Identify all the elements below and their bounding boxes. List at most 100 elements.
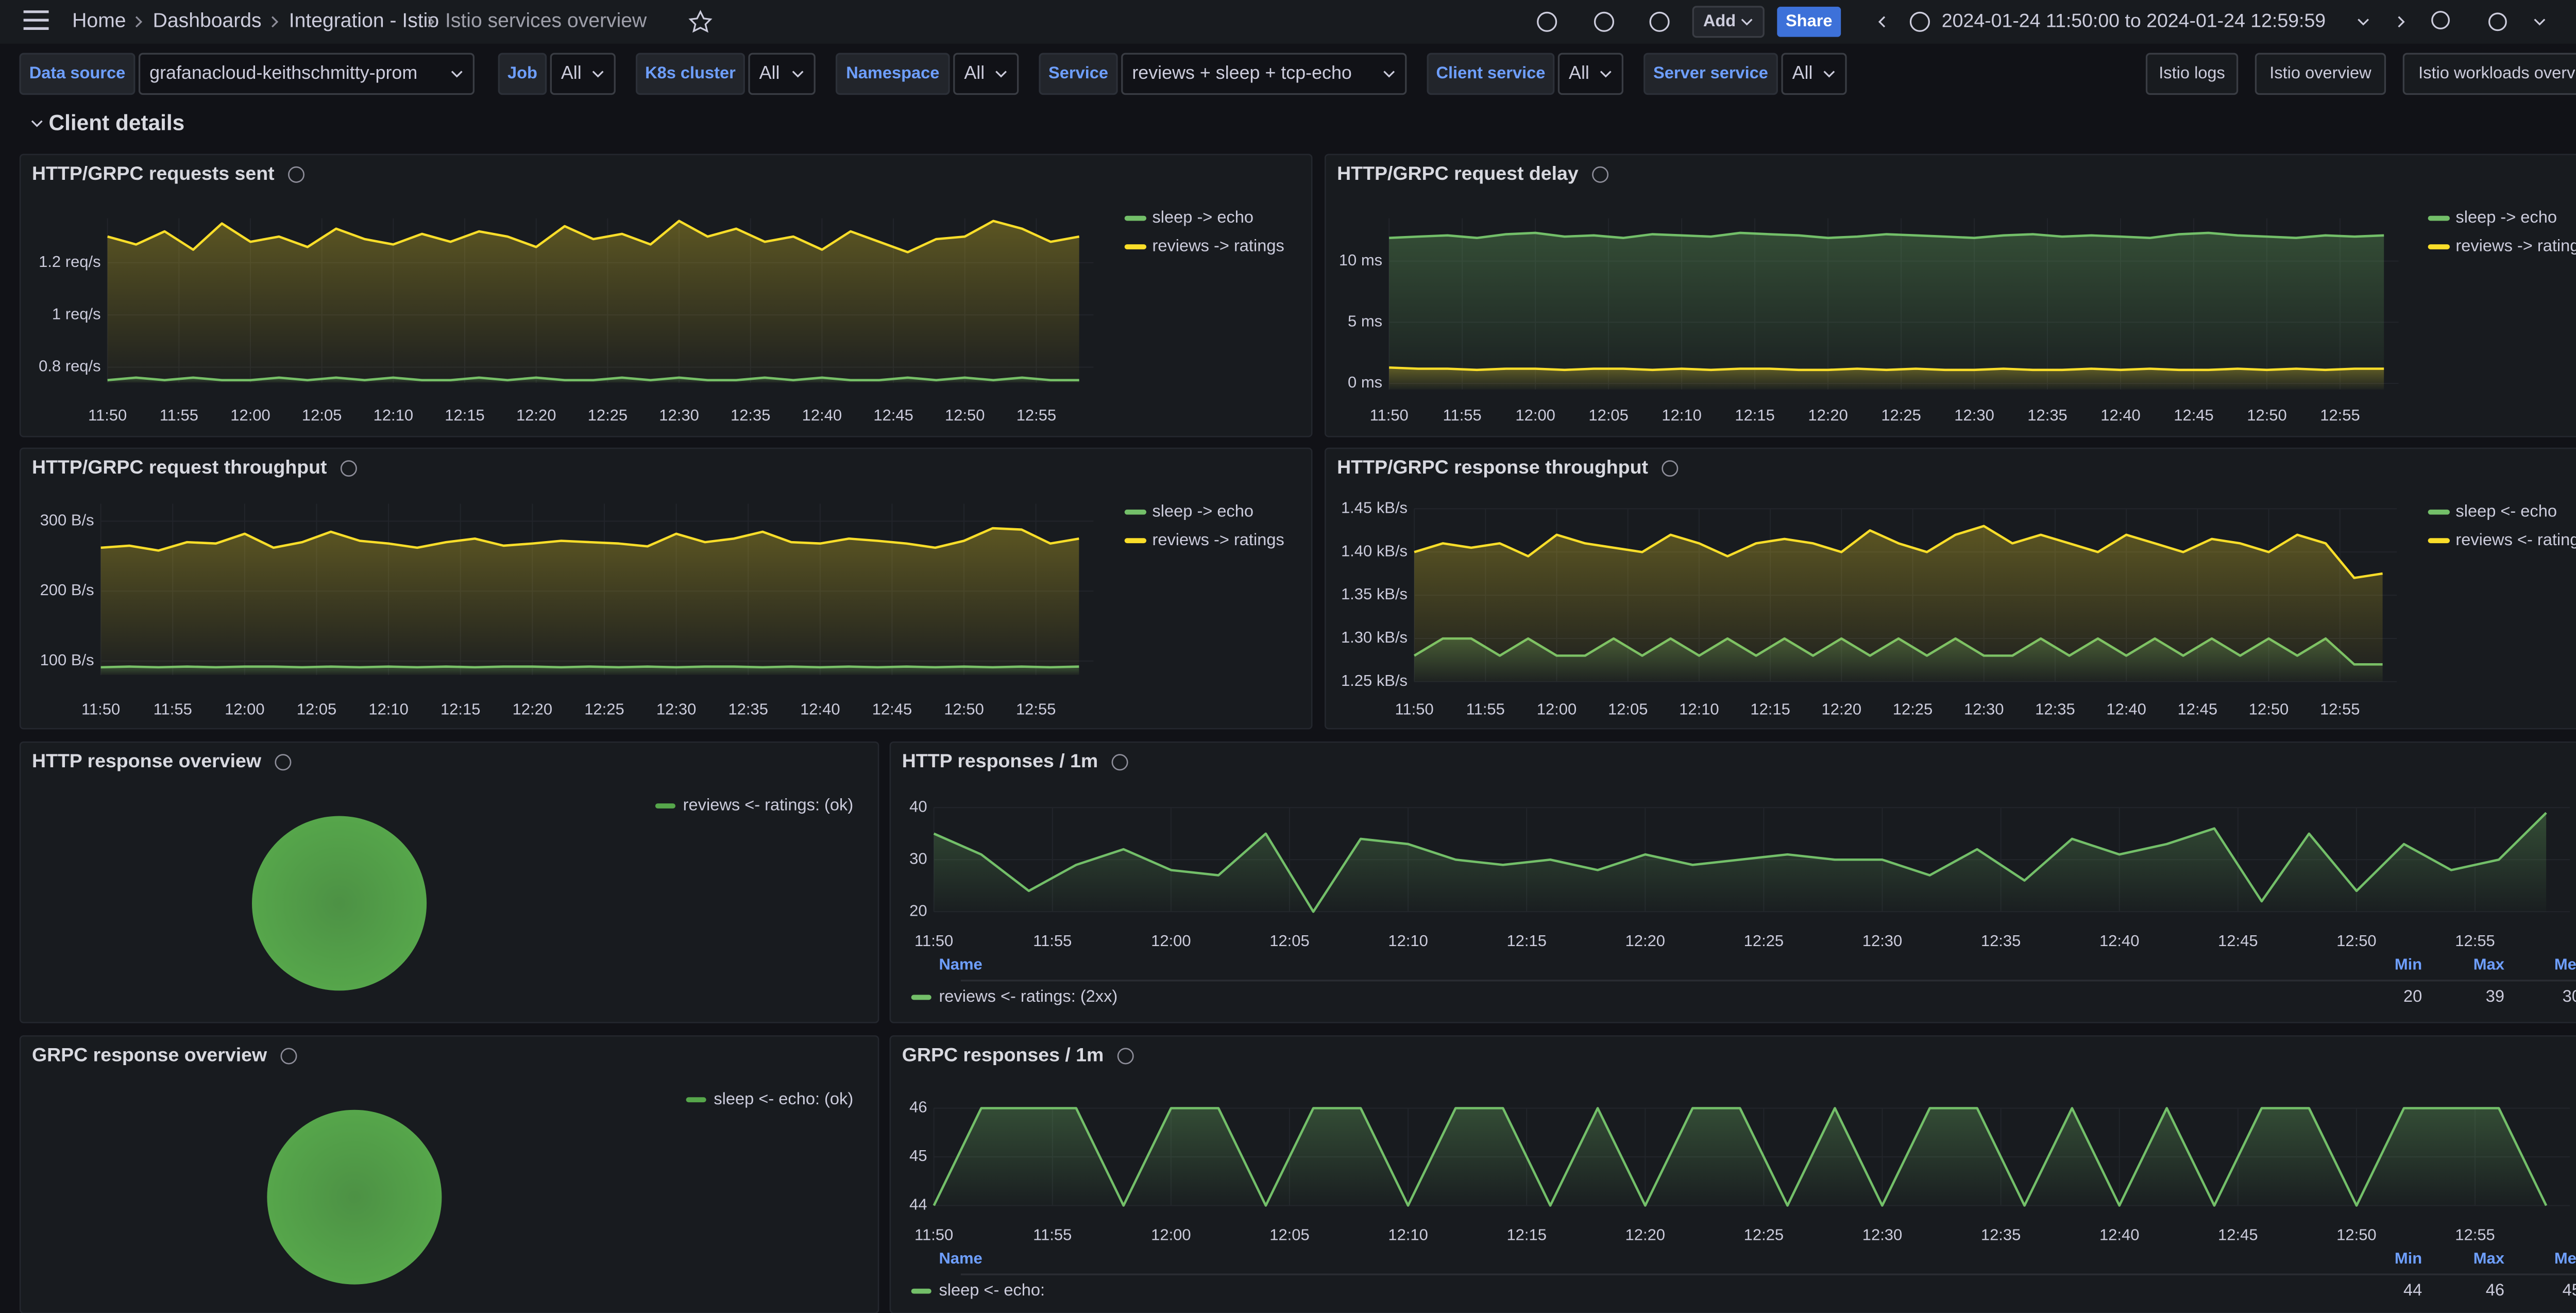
refresh[interactable] [2488, 12, 2507, 31]
dashboard-link-label[interactable]: Istio overview [2269, 63, 2371, 82]
star-icon[interactable] [688, 10, 713, 33]
add-button[interactable] [1692, 6, 1765, 38]
add-button-label[interactable]: Add [1703, 11, 1736, 30]
legend-label[interactable]: sleep <- echo: (ok) [714, 1089, 853, 1108]
variable-value[interactable]: All [964, 62, 985, 83]
legend-header[interactable]: Min [2395, 955, 2422, 973]
dashboard-link[interactable] [2255, 53, 2386, 95]
breadcrumb[interactable]: Home [72, 10, 126, 32]
variable-value[interactable]: All [1569, 62, 1589, 83]
variable-select[interactable] [1781, 53, 1847, 95]
panel-title: HTTP/GRPC response throughput [1337, 456, 1648, 478]
legend-header[interactable]: Max [2473, 955, 2504, 973]
panel [19, 741, 879, 1023]
variable-select[interactable] [1557, 53, 1623, 95]
dashboard-link-label[interactable]: Istio logs [2159, 63, 2225, 82]
legend-header[interactable]: Name [939, 955, 982, 973]
legend-label[interactable]: sleep -> echo [2455, 207, 2557, 226]
dashboard-link[interactable] [2402, 53, 2576, 95]
variable-label: Data source [29, 63, 126, 82]
y-tick-label: 1.30 kB/s [1341, 628, 1408, 646]
toolbar-icon[interactable] [1649, 11, 1670, 32]
info-icon[interactable] [280, 1048, 297, 1065]
legend-label[interactable]: reviews -> ratings [1153, 530, 1284, 549]
breadcrumb[interactable]: Dashboards [153, 10, 262, 32]
info-icon[interactable] [1117, 1048, 1134, 1065]
x-tick-label: 12:25 [584, 700, 624, 718]
panel-title: HTTP/GRPC request delay [1337, 162, 1579, 184]
x-tick-label: 11:55 [154, 700, 192, 718]
x-tick-label: 12:40 [2099, 1225, 2139, 1243]
legend-label[interactable]: reviews <- ratings [2455, 530, 2576, 549]
panel-title: GRPC response overview [32, 1043, 267, 1065]
dashboard-link[interactable] [2145, 53, 2239, 95]
time-range[interactable]: 2024-01-24 11:50:00 to 2024-01-24 12:59:… [1942, 9, 2326, 31]
variable-value[interactable]: All [759, 62, 780, 83]
info-icon[interactable] [1592, 166, 1609, 183]
variable-select[interactable] [1121, 53, 1407, 95]
x-tick-label: 12:10 [1662, 406, 1701, 424]
variable-label: Service [1048, 63, 1108, 82]
x-tick-label: 12:50 [2247, 406, 2286, 424]
share-button-label[interactable]: Share [1786, 11, 1833, 30]
info-icon[interactable] [1111, 754, 1128, 771]
legend-label[interactable]: reviews -> ratings [1153, 236, 1284, 255]
info-icon[interactable] [1662, 460, 1679, 477]
variable-select[interactable] [550, 53, 616, 95]
x-tick-label: 11:55 [1443, 406, 1482, 424]
breadcrumb[interactable]: Integration - Istio [289, 10, 439, 32]
legend-label[interactable]: reviews <- ratings: (ok) [683, 795, 854, 814]
variable-select[interactable] [953, 53, 1019, 95]
legend-stat: 39 [2486, 986, 2504, 1005]
x-tick-label: 12:05 [302, 406, 342, 424]
info-icon[interactable] [340, 460, 357, 477]
legend-header[interactable]: Name [939, 1249, 982, 1267]
legend-label[interactable]: sleep -> echo [1153, 207, 1254, 226]
variable-value[interactable]: reviews + sleep + tcp-echo [1132, 62, 1351, 83]
zoom-out[interactable] [2431, 11, 2450, 30]
variable-select[interactable] [748, 53, 816, 95]
info-icon[interactable] [288, 166, 304, 183]
time-next[interactable] [2398, 16, 2405, 28]
x-tick-label: 12:25 [588, 406, 628, 424]
toolbar-icon[interactable] [1537, 11, 1557, 32]
x-tick-label: 12:00 [1537, 700, 1577, 718]
legend-header[interactable]: Max [2473, 1249, 2504, 1267]
legend-header[interactable]: Mean [2554, 955, 2576, 973]
row-toggle[interactable] [31, 120, 43, 127]
variable-select[interactable] [138, 53, 475, 95]
x-tick-label: 11:50 [914, 1225, 953, 1243]
legend-label[interactable]: reviews <- ratings: (2xx) [939, 986, 1117, 1005]
variable-value[interactable]: All [561, 62, 582, 83]
x-tick-label: 12:00 [230, 406, 270, 424]
toolbar-icon[interactable] [1594, 11, 1615, 32]
legend-stat: 46 [2486, 1280, 2504, 1299]
panel-title: HTTP responses / 1m [902, 750, 1098, 771]
time-prev[interactable] [1878, 16, 1886, 28]
dashboard-link-label[interactable]: Istio workloads overview [2418, 63, 2576, 82]
legend-stat: 45.6 [2563, 1280, 2576, 1299]
x-tick-label: 12:20 [1625, 1225, 1665, 1243]
legend-label[interactable]: sleep <- echo: [939, 1280, 1045, 1299]
share-button[interactable] [1777, 7, 1841, 37]
legend-label[interactable]: sleep -> echo [1153, 501, 1254, 520]
legend-header[interactable]: Min [2395, 1249, 2422, 1267]
series-area [107, 221, 1079, 383]
variable-value[interactable]: grafanacloud-keithschmitty-prom [149, 62, 417, 83]
x-tick-label: 12:30 [656, 700, 696, 718]
variable-label-box [1039, 53, 1118, 95]
dropdown-icon [1600, 71, 1612, 78]
x-tick-label: 12:25 [1881, 406, 1921, 424]
legend-label[interactable]: sleep <- echo [2455, 501, 2557, 520]
x-tick-label: 12:45 [872, 700, 912, 718]
legend-label[interactable]: reviews -> ratings [2455, 236, 2576, 255]
series-area [1414, 526, 2383, 682]
legend-header[interactable]: Mean [2554, 1249, 2576, 1267]
x-tick-label: 12:10 [1388, 932, 1428, 950]
series-line [100, 527, 1079, 552]
series-line [933, 812, 2547, 913]
info-icon[interactable] [275, 754, 292, 771]
x-tick-label: 12:30 [1862, 1225, 1902, 1243]
variable-value[interactable]: All [1792, 62, 1813, 83]
row-title[interactable]: Client details [49, 110, 185, 134]
